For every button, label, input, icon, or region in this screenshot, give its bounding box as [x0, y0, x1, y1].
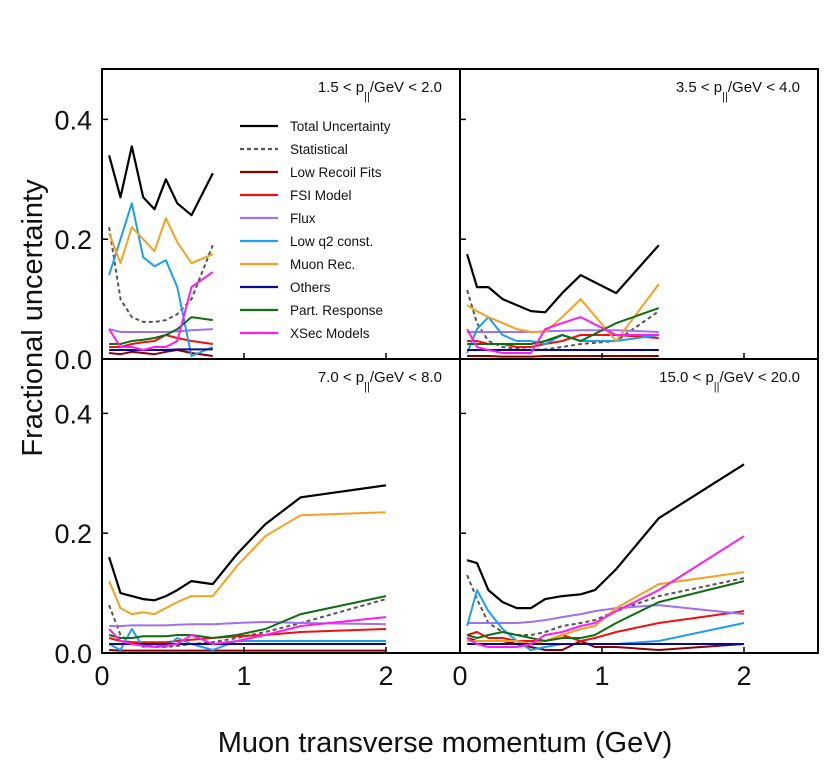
- legend-label-fsi-model: FSI Model: [290, 188, 352, 203]
- series-line-flux: [467, 329, 659, 333]
- legend-label-muon-rec: Muon Rec.: [290, 257, 355, 272]
- legend: Total Uncertainty Statistical Low Recoil F…: [240, 119, 391, 341]
- panel-label-sub: ||: [722, 91, 728, 103]
- y-tick-label: 0.4: [54, 105, 92, 135]
- series-group: [108, 484, 387, 652]
- series-line-total-uncertainty: [108, 145, 214, 217]
- x-tick-label: 0: [94, 661, 109, 691]
- legend-label-low-q2-const: Low q2 const.: [290, 234, 373, 249]
- panel-label-sub: ||: [364, 381, 370, 393]
- series-line-muon-rec: [108, 217, 214, 265]
- panel-label-main: 1.5 < p: [318, 79, 364, 96]
- series-line-xsec-models: [466, 535, 745, 648]
- series-line-xsec-models: [108, 616, 387, 648]
- legend-label-flux: Flux: [290, 211, 316, 226]
- y-tick-label: 0.0: [54, 639, 92, 669]
- panel-label-rest: /GeV < 20.0: [720, 369, 800, 386]
- series-line-statistical: [108, 227, 214, 323]
- series-line-flux: [109, 620, 387, 627]
- series-line-low-recoil-fits: [108, 349, 213, 357]
- x-tick-label: 2: [378, 661, 393, 691]
- legend-label-others: Others: [290, 280, 331, 295]
- series-line-total-uncertainty: [108, 484, 387, 602]
- series-line-xsec-models: [466, 316, 659, 354]
- series-line-statistical: [108, 598, 387, 648]
- plots-layer: 0.00.20.41.5 < p||/GeV < 2.0 3.5 < p||/Ge…: [54, 68, 819, 691]
- panel-bottom-left: 0.0 0.2 0.4 0 1 2 7.0 < p||/GeV < 8.0: [54, 358, 461, 691]
- panel-frame: [459, 358, 819, 654]
- panel-range-label: 1.5 < p||/GeV < 2.0: [318, 79, 442, 103]
- panel-label-rest: /GeV < 2.0: [370, 79, 442, 96]
- panel-bottom-right: 0 1 2 15.0 < p||/GeV < 20.0: [452, 358, 819, 691]
- panel-label-sub: ||: [364, 91, 370, 103]
- panel-label-main: 7.0 < p: [318, 369, 364, 386]
- y-tick-label: 0.2: [54, 225, 92, 255]
- series-line-flux: [467, 604, 745, 624]
- series-group: [108, 145, 214, 357]
- legend-label-statistical: Statistical: [290, 142, 348, 157]
- panel-label-main: 15.0 < p: [659, 369, 714, 386]
- y-tick-label: 0.2: [54, 519, 92, 549]
- series-line-muon-rec: [108, 511, 387, 616]
- series-line-low-q2-const: [466, 316, 659, 354]
- x-axis-title: Muon transverse momentum (GeV): [218, 727, 672, 759]
- series-line-xsec-models: [108, 271, 214, 351]
- series-line-part-response: [108, 595, 387, 639]
- panel-range-label: 3.5 < p||/GeV < 4.0: [676, 79, 800, 103]
- series-line-part-response: [467, 307, 660, 345]
- panel-frame: [101, 358, 461, 654]
- series-line-part-response: [109, 316, 213, 345]
- panel-label-rest: /GeV < 8.0: [370, 369, 442, 386]
- legend-label-part-response: Part. Response: [290, 303, 383, 318]
- panel-frame: [101, 68, 461, 360]
- series-line-total-uncertainty: [466, 244, 660, 314]
- panel-top-right: 3.5 < p||/GeV < 4.0: [459, 68, 819, 360]
- series-line-others: [109, 348, 213, 351]
- series-line-muon-rec: [466, 283, 660, 342]
- panel-label-rest: /GeV < 4.0: [728, 79, 800, 96]
- y-axis-title: Fractional uncertainty: [17, 179, 49, 457]
- panel-label-main: 3.5 < p: [676, 79, 722, 96]
- series-line-flux: [108, 328, 213, 333]
- series-group: [466, 463, 745, 651]
- series-line-low-recoil-fits: [109, 649, 386, 652]
- series-line-low-recoil-fits: [467, 355, 659, 358]
- series-line-part-response: [466, 580, 745, 642]
- y-tick-label: 0.0: [54, 345, 92, 375]
- x-tick-label: 2: [736, 661, 751, 691]
- series-line-total-uncertainty: [466, 463, 745, 610]
- x-tick-label: 1: [594, 661, 609, 691]
- panel-range-label: 7.0 < p||/GeV < 8.0: [318, 369, 442, 393]
- legend-label-total-uncertainty: Total Uncertainty: [290, 119, 391, 134]
- y-tick-label: 0.4: [54, 399, 92, 429]
- legend-label-low-recoil-fits: Low Recoil Fits: [290, 165, 382, 180]
- x-tick-label: 0: [452, 661, 467, 691]
- series-line-low-q2-const: [108, 202, 214, 357]
- legend-label-xsec-models: XSec Models: [290, 326, 370, 341]
- x-tick-label: 1: [236, 661, 251, 691]
- panel-range-label: 15.0 < p||/GeV < 20.0: [659, 369, 800, 393]
- panel-label-sub: ||: [714, 381, 720, 393]
- series-line-low-q2-const: [108, 628, 386, 651]
- panel-top-left: 0.0 0.2 0.4 1.5 < p||/GeV < 2.0: [54, 68, 461, 375]
- series-group: [466, 244, 660, 358]
